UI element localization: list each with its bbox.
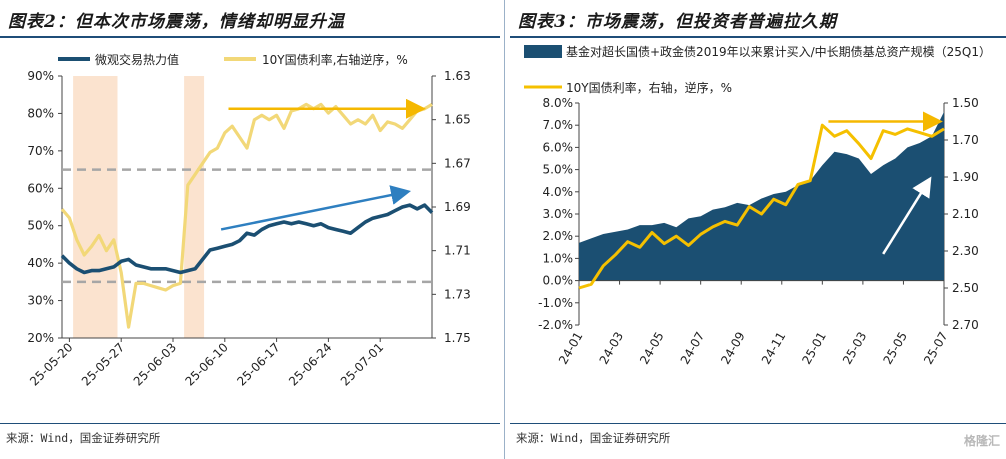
- right-tick-label: 2.10: [952, 207, 979, 221]
- legend-label-area: 基金对超长国债+政金债2019年以来累计买入/中长期债基总资产规模（25Q1）: [566, 44, 991, 59]
- x-tick-label: 25-07: [921, 330, 951, 367]
- legend-label-sentiment: 微观交易热力值: [95, 52, 179, 67]
- figure-2-panel: 图表3：市场震荡，但投资者普遍拉久期 基金对超长国债+政金债2019年以来累计买…: [510, 0, 1006, 459]
- series-line-sentiment: [60, 203, 434, 275]
- right-tick-label: 1.75: [444, 331, 471, 345]
- left-tick-label: 50%: [27, 219, 54, 233]
- figure-1-chart: 微观交易热力值 10Y国债利率,右轴逆序，% 90% 80% 70% 60% 50% 40% 3…: [27, 52, 471, 389]
- legend-label-yield: 10Y国债利率,右轴逆序，%: [262, 52, 408, 67]
- left-tick-label: 6.0%: [543, 140, 574, 154]
- legend-label-yield: 10Y国债利率，右轴，逆序，%: [566, 80, 732, 95]
- x-tick-label: 25-06-10: [183, 340, 231, 388]
- x-tick-label: 25-05: [880, 330, 910, 367]
- right-tick-label: 1.71: [444, 244, 471, 258]
- left-tick-label: 7.0%: [543, 118, 574, 132]
- left-tick-label: 8.0%: [543, 96, 574, 110]
- left-tick-label: 70%: [27, 144, 54, 158]
- left-tick-label: 40%: [27, 256, 54, 270]
- series-area-fund-purchases: [579, 111, 944, 281]
- left-tick-label: 1.0%: [543, 251, 574, 265]
- trend-arrow-white: [882, 176, 932, 255]
- left-tick-label: 80%: [27, 106, 54, 120]
- figure-2-chart: 基金对超长国债+政金债2019年以来累计买入/中长期债基总资产规模（25Q1） 1…: [524, 44, 991, 367]
- right-tick-label: 1.73: [444, 287, 471, 301]
- right-tick-label: 2.30: [952, 244, 979, 258]
- series-line-yield: [60, 102, 433, 329]
- watermark-logo: 格隆汇: [963, 434, 1000, 448]
- right-tick-label: 1.65: [444, 113, 471, 127]
- figure-2-top-rule: [510, 36, 1006, 38]
- shaded-period-0: [73, 76, 118, 338]
- left-tick-label: 5.0%: [543, 163, 574, 177]
- x-tick-label: 24-05: [637, 330, 667, 367]
- figure-2-title: 图表3：市场震荡，但投资者普遍拉久期: [518, 12, 837, 32]
- series-line-yield: [578, 123, 945, 290]
- left-tick-label: -1.0%: [538, 296, 573, 310]
- x-tick-label: 24-03: [597, 330, 627, 367]
- x-tick-label: 24-01: [556, 330, 586, 367]
- x-tick-label: 24-09: [718, 330, 748, 367]
- figure-2-bottom-rule: [510, 423, 1006, 424]
- x-tick-label: 25-05-27: [79, 340, 127, 388]
- figure-1-bottom-rule: [0, 423, 500, 424]
- right-tick-label: 2.70: [952, 318, 979, 332]
- x-tick-label: 25-01: [799, 330, 829, 367]
- legend-swatch-area: [524, 45, 562, 58]
- trend-arrow-blue: [220, 185, 412, 231]
- figure-1-top-rule: [0, 36, 500, 38]
- left-tick-label: 90%: [27, 69, 54, 83]
- right-tick-label: 1.70: [952, 133, 979, 147]
- right-tick-label: 1.90: [952, 170, 979, 184]
- right-tick-label: 2.50: [952, 281, 979, 295]
- figure-2-source: 来源：Wind，国金证券研究所: [516, 431, 671, 445]
- x-tick-label: 25-03: [840, 330, 870, 367]
- right-tick-label: 1.50: [952, 96, 979, 110]
- x-tick-label: 24-07: [678, 330, 708, 367]
- x-tick-label: 25-06-03: [131, 340, 179, 388]
- x-tick-label: 25-06-24: [286, 340, 334, 388]
- left-tick-label: -2.0%: [538, 318, 573, 332]
- left-tick-label: 3.0%: [543, 207, 574, 221]
- left-tick-label: 60%: [27, 181, 54, 195]
- panel-divider: [504, 0, 505, 459]
- x-tick-label: 25-07-01: [338, 340, 386, 388]
- right-tick-label: 1.67: [444, 156, 471, 170]
- figure-1-panel: 图表2：但本次市场震荡，情绪却明显升温 微观交易热力值 10Y国债利率,右轴逆序，…: [0, 0, 500, 459]
- figure-2-title-bar: 图表3：市场震荡，但投资者普遍拉久期: [510, 0, 1006, 36]
- left-tick-label: 20%: [27, 331, 54, 345]
- left-tick-label: 30%: [27, 294, 54, 308]
- shaded-period-1: [184, 76, 205, 338]
- right-tick-label: 1.63: [444, 69, 471, 83]
- figure-1-title-bar: 图表2：但本次市场震荡，情绪却明显升温: [0, 0, 500, 36]
- x-tick-label: 25-05-20: [27, 340, 75, 388]
- figure-1-source: 来源：Wind，国金证券研究所: [6, 431, 161, 445]
- figure-1-title: 图表2：但本次市场震荡，情绪却明显升温: [8, 12, 345, 32]
- x-tick-label: 24-11: [759, 330, 789, 367]
- x-tick-label: 25-06-17: [234, 340, 282, 388]
- left-tick-label: 2.0%: [543, 229, 574, 243]
- right-tick-label: 1.69: [444, 200, 471, 214]
- left-tick-label: 4.0%: [543, 185, 574, 199]
- left-tick-label: 0.0%: [543, 274, 574, 288]
